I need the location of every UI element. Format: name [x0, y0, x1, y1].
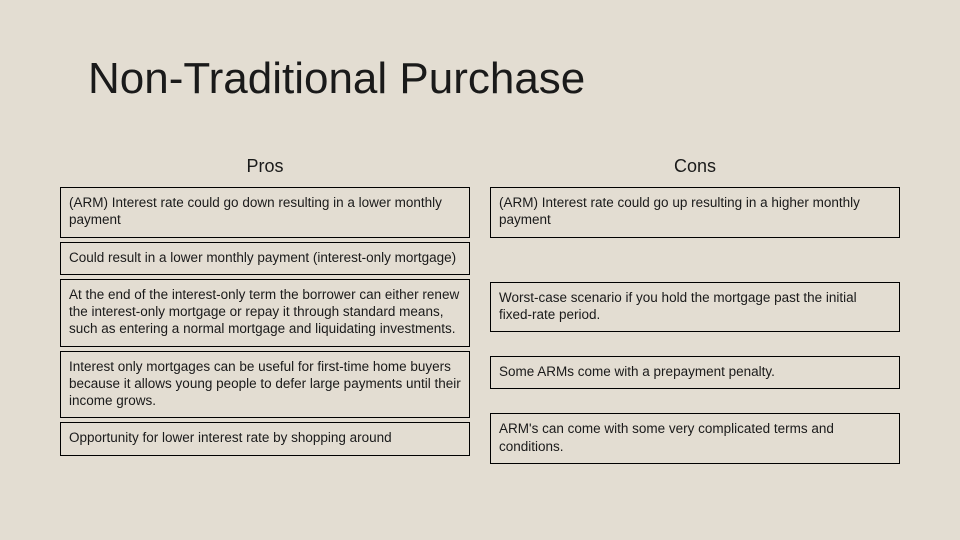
pros-cell: Could result in a lower monthly payment … [60, 242, 470, 275]
spacer [490, 242, 900, 282]
cons-cell: ARM's can come with some very complicate… [490, 413, 900, 464]
slide: Non-Traditional Purchase Pros (ARM) Inte… [0, 0, 960, 540]
cons-column: Cons (ARM) Interest rate could go up res… [490, 156, 900, 468]
pros-cell: (ARM) Interest rate could go down result… [60, 187, 470, 238]
cons-header: Cons [490, 156, 900, 177]
cons-cell: (ARM) Interest rate could go up resultin… [490, 187, 900, 238]
pros-header: Pros [60, 156, 470, 177]
cons-cell: Some ARMs come with a prepayment penalty… [490, 356, 900, 389]
pros-cell: Interest only mortgages can be useful fo… [60, 351, 470, 419]
spacer [490, 393, 900, 413]
pros-cell: At the end of the interest-only term the… [60, 279, 470, 347]
pros-cell: Opportunity for lower interest rate by s… [60, 422, 470, 455]
pros-column: Pros (ARM) Interest rate could go down r… [60, 156, 470, 468]
columns-container: Pros (ARM) Interest rate could go down r… [60, 156, 900, 468]
cons-cell: Worst-case scenario if you hold the mort… [490, 282, 900, 333]
slide-title: Non-Traditional Purchase [88, 54, 585, 104]
spacer [490, 336, 900, 356]
